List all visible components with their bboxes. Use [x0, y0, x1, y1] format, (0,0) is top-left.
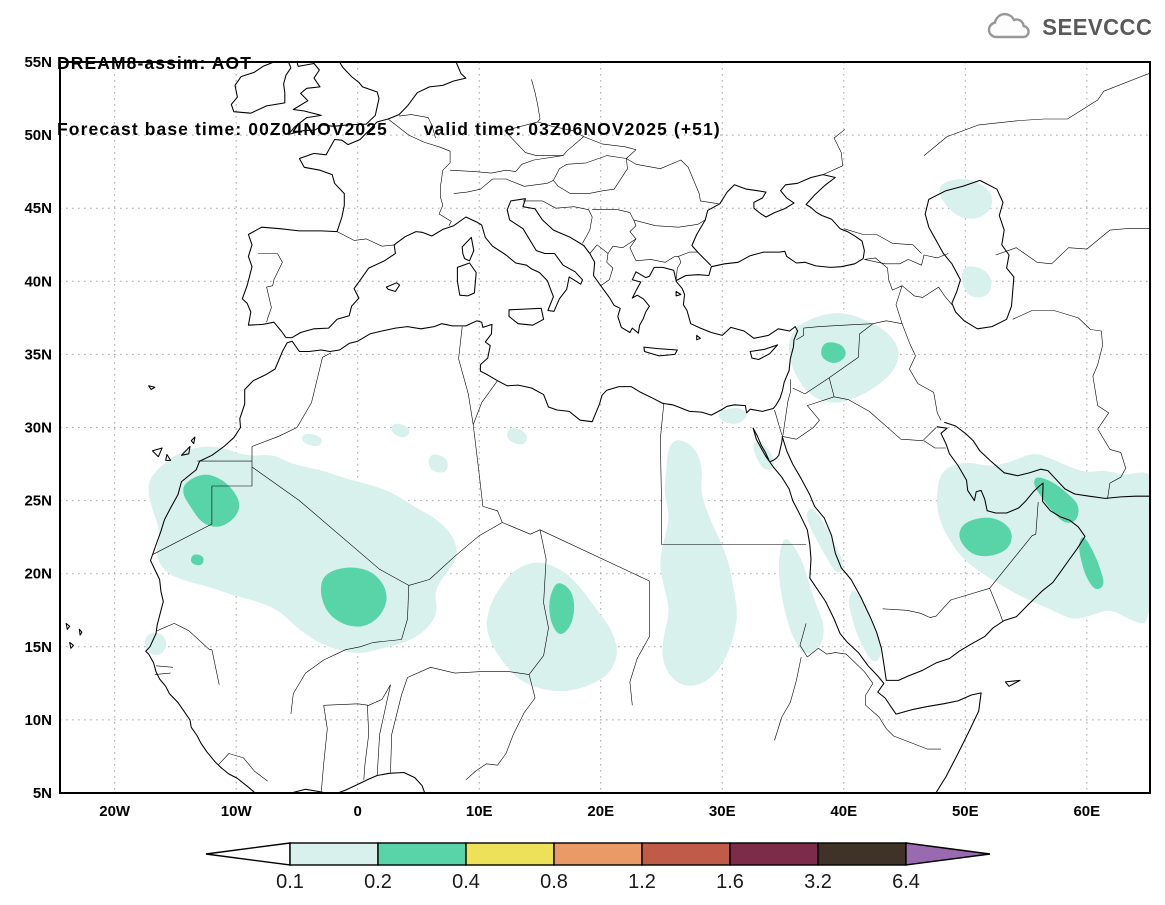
aot-region-algeria-spot-1 [428, 454, 448, 473]
aot-region-mauritania-core [183, 474, 240, 527]
lon-tick-label: 20W [99, 803, 131, 820]
colorbar-segment [817, 842, 907, 866]
lon-tick-label: 30E [709, 803, 736, 820]
cloud-icon [988, 13, 1031, 39]
aot-region-caspian-south [962, 266, 992, 298]
colorbar-left-arrow [205, 842, 291, 866]
aot-region-syria-core [821, 342, 846, 363]
aot-region-red-sea-west [778, 539, 824, 654]
aot-region-mali-core [320, 567, 387, 627]
forecast-times: Forecast base time: 00Z04NOV2025 valid t… [57, 119, 721, 139]
colorbar-segment [729, 842, 819, 866]
lon-tick-label: 60E [1073, 803, 1100, 820]
colorbar-label: 3.2 [804, 871, 832, 893]
lat-tick-label: 10N [24, 712, 52, 729]
aot-region-libya-spot [507, 428, 527, 445]
lon-tick-label: 0 [354, 803, 362, 820]
lon-tick-label: 40E [830, 803, 857, 820]
colorbar-label: 6.4 [892, 871, 920, 893]
colorbar-label: 0.4 [452, 871, 480, 893]
colorbar-label: 0.1 [276, 871, 304, 893]
lon-tick-label: 20E [587, 803, 614, 820]
colorbar-label: 0.2 [364, 871, 392, 893]
colorbar-segment [289, 842, 379, 866]
aot-region-chad [486, 562, 617, 692]
map-frame [59, 61, 1151, 794]
aot-region-oman-coast-core [1079, 537, 1104, 590]
lat-tick-label: 25N [24, 493, 52, 510]
aot-region-gulf-core [959, 517, 1012, 557]
colorbar-label: 1.6 [716, 871, 744, 893]
aot-region-nile-delta [718, 408, 747, 424]
aot-region-chad-core [549, 583, 575, 634]
colorbar-segment [641, 842, 731, 866]
aot-region-red-sea-east [848, 590, 882, 662]
lat-tick-label: 5N [33, 785, 52, 802]
lat-tick-label: 50N [24, 127, 52, 144]
aot-region-algeria-spot-2 [391, 423, 410, 438]
lat-tick-label: 20N [24, 566, 52, 583]
colorbar-right-arrow [905, 842, 991, 866]
aot-region-coast-core [191, 554, 204, 566]
colorbar-label: 1.2 [628, 871, 656, 893]
aot-region-hormuz-core [1034, 477, 1079, 523]
lon-tick-label: 10E [466, 803, 493, 820]
gridlines [60, 61, 1150, 794]
aot-region-egypt-sudan-band [660, 440, 737, 686]
page-title: DREAM8-assim: AOT [57, 53, 253, 73]
lon-axis-labels: 20W 10W 0 10E 20E 30E 40E 50E 60E [99, 803, 1100, 820]
country-borders [152, 72, 1150, 792]
colorbar-label: 0.8 [540, 871, 568, 893]
aot-region-hejaz-strip [806, 508, 844, 573]
colorbar-segment [377, 842, 467, 866]
colorbar-segment [465, 842, 555, 866]
coastlines [65, 62, 1150, 793]
aot-region-morocco-spot [302, 433, 322, 447]
lat-axis-labels: 55N 50N 45N 40N 35N 30N 25N 20N 15N 10N 5N [24, 54, 52, 802]
aot-region-senegal-coast [144, 632, 167, 655]
colorbar: 0.1 0.2 0.4 0.8 1.2 1.6 3.2 6.4 [205, 842, 991, 893]
lat-tick-label: 40N [24, 273, 52, 290]
lat-tick-label: 55N [24, 54, 52, 71]
lon-tick-label: 50E [952, 803, 979, 820]
aot-region-gulf-of-suez [753, 441, 775, 470]
seevccc-logo-text: SEEVCCC [1042, 13, 1153, 40]
lat-tick-label: 35N [24, 346, 52, 363]
colorbar-segment [553, 842, 643, 866]
lat-tick-label: 30N [24, 420, 52, 437]
header: DREAM8-assim: AOT Forecast base time: 00… [57, 8, 721, 162]
seevccc-logo: SEEVCCC [983, 12, 1155, 42]
lat-tick-label: 15N [24, 639, 52, 656]
aot-contour-fills [144, 178, 1150, 692]
lat-tick-label: 45N [24, 200, 52, 217]
lon-tick-label: 10W [221, 803, 253, 820]
